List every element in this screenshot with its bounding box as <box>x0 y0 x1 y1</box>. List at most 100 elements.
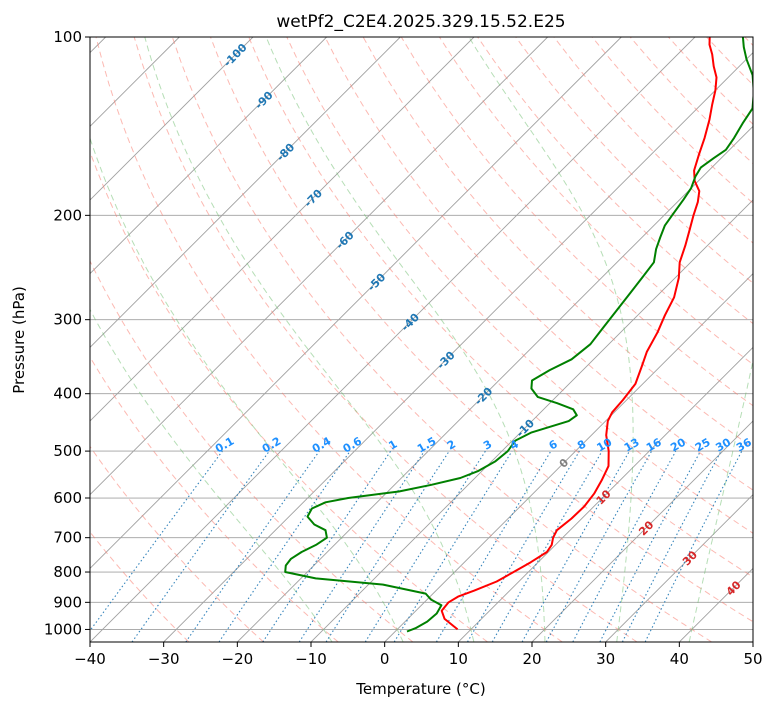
mixing-ratio-label: 2 <box>445 438 458 453</box>
isotherm-label: -70 <box>302 186 325 209</box>
y-tick-label: 700 <box>53 529 82 547</box>
mixing-ratio-label: 0.4 <box>310 434 334 455</box>
mixing-ratio-label: 30 <box>713 435 733 454</box>
isotherm-label: -80 <box>274 140 297 163</box>
isotherm-label: -20 <box>472 384 495 407</box>
dry-adiabat-line <box>248 37 753 578</box>
isotherm-line <box>237 125 753 642</box>
mixing-ratio-line <box>131 450 270 642</box>
isotherm-line <box>531 420 753 642</box>
mixing-ratio-label: 36 <box>734 435 754 454</box>
isotherm-line <box>163 52 753 642</box>
y-axis-label: Pressure (hPa) <box>10 286 28 394</box>
mixing-ratio-label: 6 <box>547 437 560 452</box>
moist-adiabat-line <box>144 37 475 642</box>
dry-adiabat-line <box>553 37 753 244</box>
x-tick-label: 20 <box>522 650 541 668</box>
y-tick-label: 200 <box>53 206 82 224</box>
plot-frame <box>89 36 754 643</box>
series-layer <box>284 37 753 633</box>
mixing-ratio-line <box>364 450 486 642</box>
grid-layer <box>90 37 775 642</box>
mixing-ratio-line <box>545 450 653 642</box>
y-tick-label: 600 <box>53 489 82 507</box>
x-axis: −40 −30 −20 −10 0 10 20 30 40 50 <box>74 642 763 668</box>
moist-adiabat-line <box>90 136 404 642</box>
mixing-ratio-line <box>599 450 701 642</box>
mixing-ratio-label: 0.6 <box>341 434 365 455</box>
dry-adiabat-line <box>90 445 264 642</box>
dry-adiabat-line <box>286 37 753 534</box>
y-tick-label: 400 <box>53 385 82 403</box>
y-tick-label: 500 <box>53 442 82 460</box>
mixing-ratio-line <box>185 450 320 642</box>
y-axis: 100 200 300 400 500 600 700 800 900 1000 <box>44 28 90 638</box>
x-tick-label: −30 <box>148 650 180 668</box>
dry-adiabat-line <box>90 259 414 642</box>
dry-adiabat-line <box>171 37 712 642</box>
isotherm-line <box>384 273 753 642</box>
mixing-ratio-line <box>218 450 351 642</box>
mixing-ratio-line <box>298 450 425 642</box>
mixing-ratio-line <box>262 450 392 642</box>
x-tick-label: 40 <box>670 650 689 668</box>
isotherm-label: -10 <box>514 416 537 439</box>
isotherm-label: -50 <box>365 270 388 293</box>
y-tick-label: 100 <box>53 28 82 46</box>
isotherm-label: 20 <box>636 518 656 538</box>
mixing-ratio-label: 0.1 <box>213 435 236 456</box>
y-tick-label: 1000 <box>44 620 82 638</box>
isotherm-line <box>90 37 327 275</box>
isotherm-line <box>90 37 622 569</box>
isotherm-label: -40 <box>399 310 422 333</box>
isotherm-line <box>310 199 753 642</box>
isotherm-line <box>90 37 254 201</box>
isotherm-line <box>605 494 753 642</box>
chart-title: wetPf2_C2E4.2025.329.15.52.E25 <box>276 12 565 32</box>
mixing-ratio-line <box>393 450 513 642</box>
isotherm-line <box>752 641 753 642</box>
x-tick-label: −20 <box>222 650 254 668</box>
mixing-ratio-label: 20 <box>668 435 688 454</box>
mixing-ratio-label: 1.5 <box>415 435 438 456</box>
x-tick-label: 30 <box>596 650 615 668</box>
x-tick-label: 0 <box>380 650 390 668</box>
mixing-ratio-label: 25 <box>693 436 713 455</box>
isotherm-line <box>458 346 753 642</box>
mixing-ratio-line <box>521 450 630 642</box>
temperature-profile-line <box>440 37 718 631</box>
y-tick-label: 800 <box>53 563 82 581</box>
moist-adiabat-line <box>468 37 634 642</box>
dewpoint-profile-line <box>284 37 753 633</box>
y-tick-label: 900 <box>53 593 82 611</box>
moist-adiabat-line <box>265 37 546 642</box>
x-axis-label: Temperature (°C) <box>355 680 485 698</box>
dry-adiabat-line <box>668 37 753 125</box>
moist-adiabat-line <box>762 37 775 642</box>
isotherm-label: -90 <box>252 88 275 111</box>
mixing-ratio-line <box>90 450 223 632</box>
isotherm-line <box>90 37 696 642</box>
mixing-ratio-label: 16 <box>644 435 664 454</box>
dry-adiabat-line <box>515 37 753 284</box>
dry-adiabat-line <box>90 531 190 642</box>
moist-adiabat-line <box>688 358 753 642</box>
isotherm-line <box>90 37 401 348</box>
isotherm-line <box>90 37 548 496</box>
dry-adiabat-line <box>90 356 339 642</box>
dry-adiabat-line <box>90 150 488 642</box>
dry-adiabat-line <box>744 37 753 47</box>
isotherm-label: -30 <box>434 348 457 371</box>
isotherm-label: 40 <box>724 578 744 598</box>
mixing-ratio-label: 1 <box>386 438 399 453</box>
isotherm-label: -60 <box>333 228 356 251</box>
dry-adiabat-line <box>591 37 753 204</box>
x-tick-label: 10 <box>449 650 468 668</box>
mixing-ratio-label: 10 <box>595 435 615 454</box>
isotherm-label: -100 <box>221 41 250 70</box>
isotherm-label: 30 <box>680 548 700 568</box>
dry-adiabat-line <box>95 37 563 642</box>
mixing-ratio-line <box>572 450 677 642</box>
dry-adiabat-line <box>210 37 753 623</box>
